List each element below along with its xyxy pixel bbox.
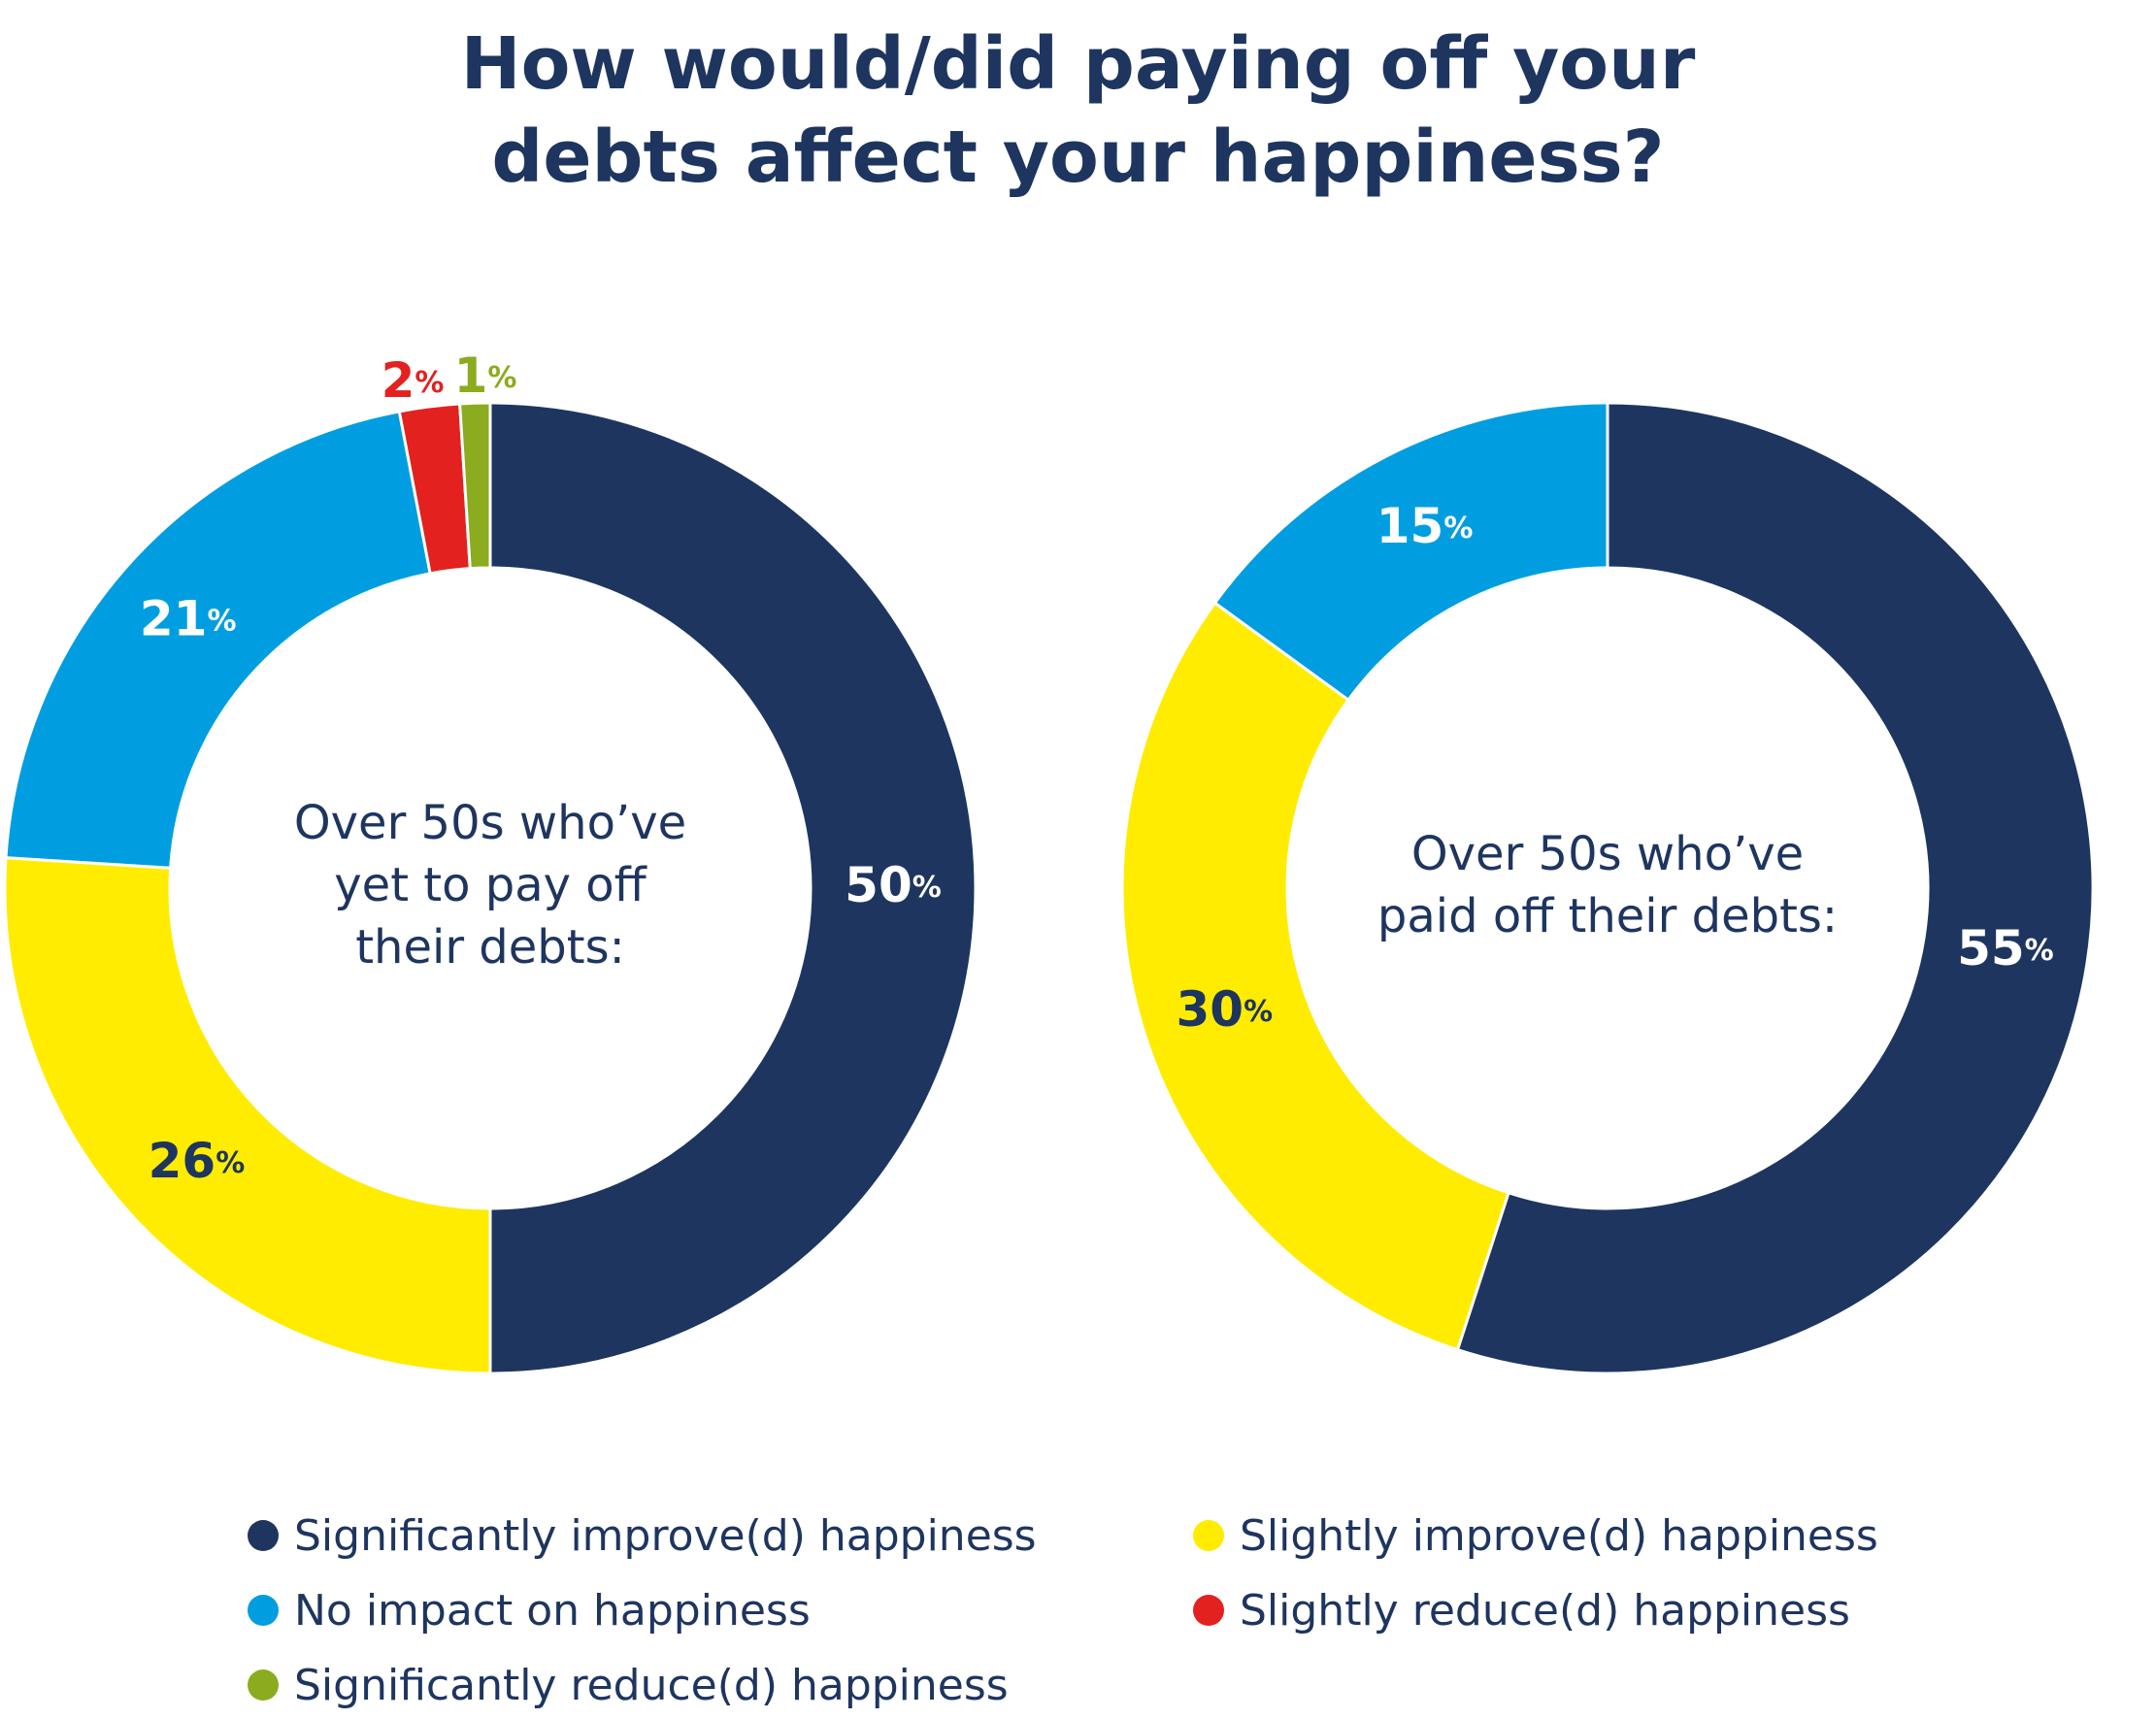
legend-swatch	[248, 1595, 279, 1626]
data-label-slightly-improve-d-happiness: 26%	[149, 1133, 246, 1189]
slice-significantly-improve-d-happiness	[488, 401, 978, 1375]
center-label-line: Over 50s who’ve	[1411, 827, 1804, 881]
chart-title: How would/did paying off your debts affe…	[0, 17, 2156, 204]
center-label-line: their debts:	[355, 920, 625, 975]
slice-significantly-reduce-d-happiness	[458, 401, 492, 571]
center-label-line: Over 50s who’ve	[294, 796, 686, 850]
legend-label: Significantly reduce(d) happiness	[294, 1660, 1009, 1710]
legend-item-slightly-reduce: Slightly reduce(d) happiness	[1193, 1581, 1850, 1639]
donut-chart-1: 50% 26% 21% 2% 1% Over 50s who’ve yet to pay o…	[3, 347, 978, 1375]
legend-item-significantly-reduce: Significantly reduce(d) happiness	[248, 1656, 1009, 1714]
slice-significantly-improve-d-happiness	[1455, 401, 2095, 1375]
legend-label: No impact on happiness	[294, 1585, 811, 1636]
slice-no-impact-on-happiness	[4, 410, 432, 870]
data-label-no-impact-on-happiness: 21%	[140, 590, 237, 646]
data-label-significantly-reduce-d-happiness: 1%	[454, 347, 517, 404]
data-label-significantly-improve-d-happiness: 50%	[845, 857, 942, 913]
slice-slightly-improve-d-happiness	[3, 856, 492, 1375]
legend-item-no-impact: No impact on happiness	[248, 1581, 811, 1639]
legend-label: Slightly reduce(d) happiness	[1240, 1585, 1850, 1636]
legend-swatch	[248, 1520, 279, 1551]
data-label-slightly-improve-d-happiness: 30%	[1176, 981, 1273, 1038]
data-label-significantly-improve-d-happiness: 55%	[1957, 919, 2054, 975]
data-label-no-impact-on-happiness: 15%	[1377, 498, 1474, 554]
legend-item-significantly-improve: Significantly improve(d) happiness	[248, 1506, 1037, 1565]
donut-chart-2: 55% 30% 15% Over 50s who’ve paid off their d…	[1120, 401, 2095, 1375]
slice-slightly-improve-d-happiness	[1120, 601, 1510, 1352]
legend-swatch	[1193, 1595, 1224, 1626]
legend-swatch	[1193, 1520, 1224, 1551]
legend-swatch	[248, 1669, 279, 1701]
title-line-2: debts affect your happiness?	[491, 116, 1665, 199]
center-label-line: yet to pay off	[334, 858, 647, 912]
slice-no-impact-on-happiness	[1212, 401, 1609, 703]
title-line-1: How would/did paying off your	[460, 22, 1696, 106]
data-label-slightly-reduce-d-happiness: 2%	[381, 352, 445, 409]
center-label-line: paid off their debts:	[1377, 889, 1838, 943]
legend-label: Slightly improve(d) happiness	[1240, 1510, 1878, 1561]
legend-item-slightly-improve: Slightly improve(d) happiness	[1193, 1506, 1878, 1565]
legend-label: Significantly improve(d) happiness	[294, 1510, 1037, 1561]
